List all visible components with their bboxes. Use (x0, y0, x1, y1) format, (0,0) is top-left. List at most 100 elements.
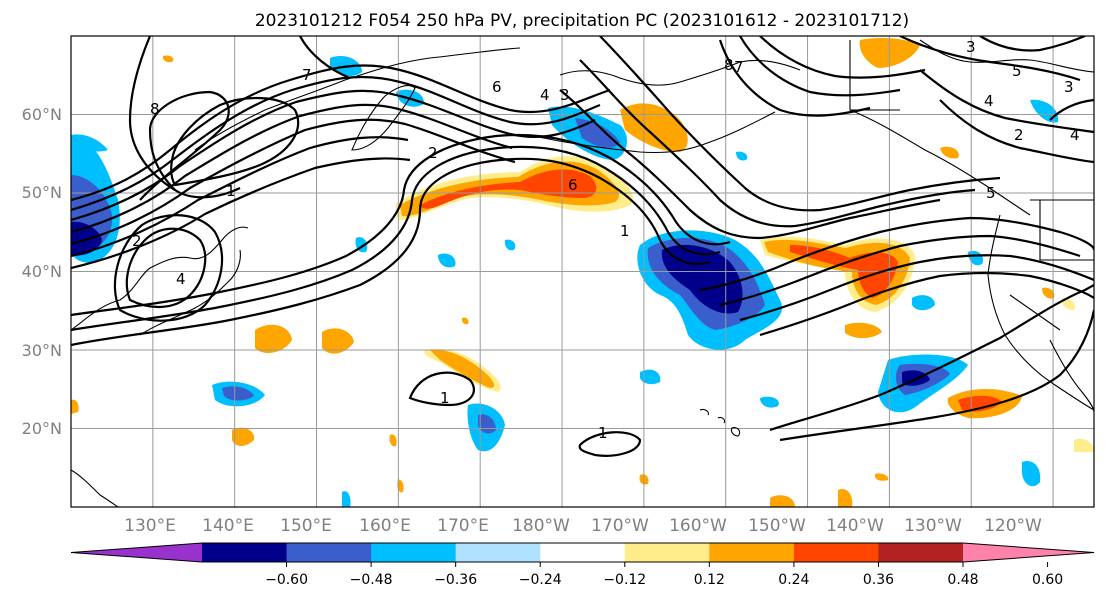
pv-contour (299, 36, 351, 80)
pv-contour (759, 271, 1094, 337)
precip-positive-area (397, 479, 404, 493)
contour-label: 6 (492, 78, 502, 96)
lon-label: 130°E (124, 516, 176, 536)
precip-negative-area (504, 239, 516, 251)
chart-title: 2023101212 F054 250 hPa PV, precipitatio… (255, 11, 909, 31)
precip-positive-area (255, 324, 292, 354)
lat-label: 60°N (22, 105, 62, 124)
map-panel: 1 1 1 1 2 2 2 3 3 3 4 4 4 4 5 5 6 6 7 7 (70, 35, 1095, 508)
pv-contour (739, 36, 901, 97)
colorbar-segment (371, 543, 457, 562)
precip-negative-area (1030, 99, 1059, 123)
pv-contour (759, 36, 926, 79)
pv-contour (128, 36, 176, 191)
colorbar-segment (878, 543, 964, 562)
pv-contour (979, 36, 1086, 52)
contour-label: 2 (1014, 126, 1024, 144)
colorbar (70, 542, 1095, 563)
colorbar-segment (624, 543, 710, 562)
coastline-siberia (194, 47, 521, 151)
contour-label: 1 (440, 389, 450, 407)
pv-contour (769, 284, 1094, 432)
pv-contour (125, 227, 207, 309)
pv-contour (113, 214, 224, 322)
colorbar-segment (793, 543, 879, 562)
precip-positive-area (620, 103, 688, 152)
contour-label: 3 (1064, 78, 1074, 96)
lat-axis-labels: 20°N 30°N 40°N 50°N 60°N (22, 105, 62, 438)
contour-label: 5 (986, 184, 996, 202)
precip-positive-area (461, 317, 469, 325)
colorbar-tick-label: 0.24 (778, 572, 809, 588)
colorbar-segment (540, 543, 626, 562)
colorbar-extend-min (71, 543, 202, 562)
precip-positive-area (389, 434, 397, 447)
precip-positive-area (162, 55, 174, 63)
lon-label: 150°W (748, 516, 806, 536)
coastline-baja (1049, 339, 1094, 413)
precip-positive-area (838, 488, 853, 507)
lon-label: 170°E (437, 516, 489, 536)
precip-positive-area (1062, 298, 1076, 310)
precip-negative-area (438, 253, 456, 268)
precip-positive-area (940, 146, 959, 159)
contour-label: 1 (620, 222, 630, 240)
graticule (71, 36, 1094, 507)
colorbar-tick-label: −0.36 (434, 572, 477, 588)
pv-contour (719, 234, 1081, 307)
pv-contour (71, 75, 601, 212)
coastline-philippines (71, 469, 119, 507)
colorbar-tick-label: −0.48 (350, 572, 393, 588)
pv-contour (718, 39, 871, 117)
pv-contour (408, 371, 475, 407)
lat-label: 50°N (22, 183, 62, 202)
precip-negative-area (912, 295, 935, 311)
pv-contour (139, 90, 241, 201)
colorbar-extend-max (963, 543, 1094, 562)
contour-label: 4 (984, 92, 994, 110)
contour-label: 4 (1070, 126, 1080, 144)
lon-axis-labels: 130°E 140°E 150°E 160°E 170°E 180°W 170°… (124, 516, 1042, 536)
coastline-asia (71, 226, 249, 331)
precip-positive-area (790, 245, 898, 298)
lon-label: 140°W (826, 516, 884, 536)
colorbar-ticks: −0.60 −0.48 −0.36 −0.24 −0.12 0.12 0.24 0.36 0.4… (265, 562, 1063, 588)
precip-negative-area (1022, 460, 1041, 487)
precip-positive-area (958, 395, 1002, 412)
contour-label: 8 (724, 56, 734, 74)
lat-label: 20°N (22, 419, 62, 438)
pv-contour (739, 254, 1094, 322)
lon-label: 130°W (904, 516, 962, 536)
precip-positive-area (430, 349, 495, 388)
colorbar-outline (70, 542, 1095, 563)
pv-contour (71, 133, 731, 317)
contour-labels: 1 1 1 1 2 2 2 3 3 3 4 4 4 4 5 5 6 6 7 7 (132, 38, 1080, 442)
pv-contour (71, 157, 711, 347)
precip-positive-area (232, 427, 255, 446)
lat-label: 40°N (22, 262, 62, 281)
precip-positive-area (874, 473, 889, 481)
pv-contour (699, 216, 1094, 292)
precip-positive-area (770, 495, 795, 507)
contour-label: 6 (568, 176, 578, 194)
precip-positive-area (420, 169, 597, 209)
precip-negative-area (222, 386, 254, 401)
contour-label: 7 (734, 58, 744, 76)
precip-negative-area (760, 396, 779, 408)
contour-label: 1 (226, 182, 236, 200)
pv-contour (599, 36, 1001, 212)
lon-label: 160°W (669, 516, 727, 536)
colorbar-tick-label: −0.12 (603, 572, 646, 588)
colorbar-segment (286, 543, 372, 562)
pv-contour (939, 99, 1094, 164)
precip-negative-area (342, 491, 351, 507)
pv-contour (71, 103, 513, 234)
precip-positive-area (1042, 287, 1055, 299)
pv-contour (919, 69, 1094, 134)
pv-contour (899, 36, 1081, 82)
pv-contour (71, 145, 721, 332)
coastline-canada-north (849, 39, 1094, 111)
lon-label: 180°W (512, 516, 570, 536)
contour-label: 4 (176, 270, 186, 288)
